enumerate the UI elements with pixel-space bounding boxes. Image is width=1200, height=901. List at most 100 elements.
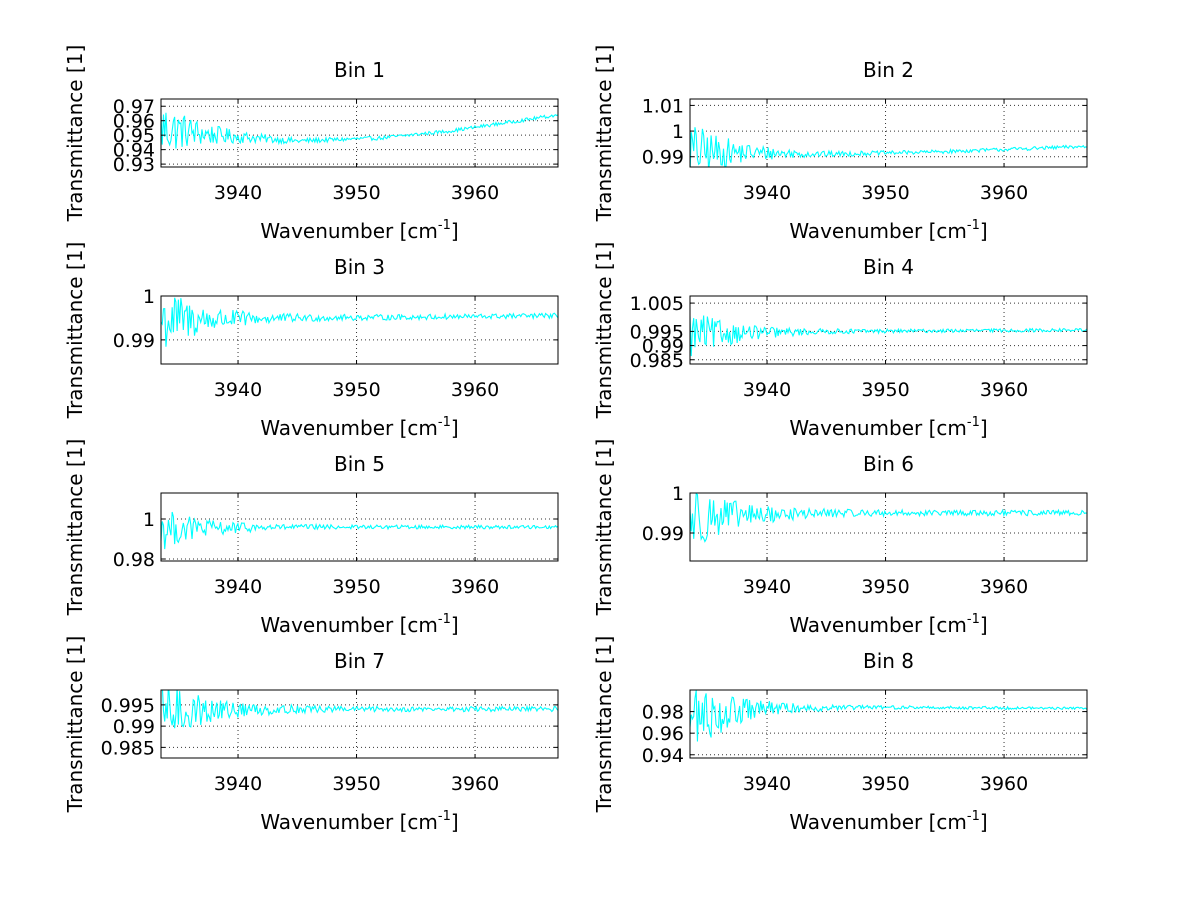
x-tick-label: 3950 — [861, 182, 909, 204]
y-tick-label: 0.96 — [642, 723, 684, 745]
axes-box — [689, 492, 1088, 562]
y-axis-label: Transmittance [1] — [592, 45, 616, 223]
y-tick-label: 0.94 — [642, 745, 684, 767]
x-tick-label: 3940 — [214, 576, 262, 598]
axes-box — [160, 98, 559, 168]
subplot-bin1: 3940 3950 3960 0.930.940.950.960.97 Bin 1 Wav… — [63, 45, 559, 243]
y-tick-label: 0.995 — [101, 695, 155, 717]
subplot-title: Bin 8 — [863, 649, 914, 673]
x-axis-label-main: Wavenumber [cm — [789, 416, 967, 440]
x-axis-label: Wavenumber [cm-1] — [789, 809, 987, 834]
y-tick-label: 1 — [143, 509, 155, 531]
subplot-bin8: 3940 3950 3960 0.940.960.98 Bin 8 Wavenumber … — [592, 636, 1088, 834]
y-axis-label: Transmittance [1] — [592, 439, 616, 617]
x-tick-label: 3940 — [743, 773, 791, 795]
y-tick-label: 1.005 — [630, 293, 684, 315]
x-tick-label: 3940 — [214, 379, 262, 401]
y-tick-label: 1 — [672, 483, 684, 505]
subplot-title: Bin 6 — [863, 452, 914, 476]
x-tick-label: 3960 — [451, 773, 499, 795]
x-tick-label: 3940 — [214, 182, 262, 204]
x-axis-label-end: ] — [980, 810, 988, 834]
series-line-bin2 — [690, 127, 1087, 167]
x-axis-label-main: Wavenumber [cm — [260, 219, 438, 243]
x-axis-label: Wavenumber [cm-1] — [260, 218, 458, 243]
x-tick-label: 3960 — [451, 182, 499, 204]
x-axis-label: Wavenumber [cm-1] — [260, 612, 458, 637]
y-tick-label: 0.99 — [642, 336, 684, 358]
x-axis-label-end: ] — [451, 810, 459, 834]
x-axis-label-end: ] — [980, 613, 988, 637]
series-line-bin5 — [161, 511, 558, 550]
y-tick-label: 1 — [672, 121, 684, 143]
x-tick-label: 3950 — [861, 379, 909, 401]
x-axis-label-end: ] — [980, 219, 988, 243]
subplot-bin2: 3940 3950 3960 0.99 1 1.01 Bin 2 Wavenumber [cm… — [592, 45, 1088, 243]
x-tick-label: 3950 — [332, 773, 380, 795]
x-tick-label: 3940 — [743, 182, 791, 204]
x-axis-label-sup: -1 — [967, 415, 980, 430]
x-axis-label-end: ] — [451, 613, 459, 637]
y-tick-label: 1.01 — [642, 95, 684, 117]
y-tick-label: 0.93 — [113, 154, 155, 176]
x-axis-label-end: ] — [451, 219, 459, 243]
y-axis-label: Transmittance [1] — [592, 636, 616, 814]
x-tick-label: 3960 — [980, 773, 1028, 795]
x-tick-label: 3950 — [332, 379, 380, 401]
subplot-title: Bin 2 — [863, 58, 914, 82]
subplot-bin3: 3940 3950 3960 0.99 1 Bin 3 Wavenumber [cm-1] T… — [63, 242, 559, 440]
series-line-bin6 — [690, 493, 1087, 543]
subplot-title: Bin 5 — [334, 452, 385, 476]
x-tick-label: 3940 — [743, 576, 791, 598]
x-axis-label: Wavenumber [cm-1] — [789, 415, 987, 440]
x-tick-label: 3950 — [332, 182, 380, 204]
y-tick-label: 0.99 — [642, 523, 684, 545]
y-tick-label: 0.985 — [101, 737, 155, 759]
x-axis-label-main: Wavenumber [cm — [789, 219, 967, 243]
y-tick-label: 0.95 — [113, 125, 155, 147]
subplot-title: Bin 1 — [334, 58, 385, 82]
x-tick-label: 3960 — [451, 576, 499, 598]
series-line-bin4 — [690, 315, 1087, 357]
y-axis-label: Transmittance [1] — [63, 242, 87, 420]
x-axis-label-main: Wavenumber [cm — [260, 613, 438, 637]
axes-box — [160, 295, 559, 365]
x-axis-label-sup: -1 — [967, 809, 980, 824]
series-line-bin8 — [690, 690, 1087, 742]
y-tick-label: 0.98 — [113, 549, 155, 571]
x-axis-label: Wavenumber [cm-1] — [789, 218, 987, 243]
x-axis-label-sup: -1 — [438, 809, 451, 824]
y-tick-label: 1 — [143, 286, 155, 308]
y-tick-label: 0.99 — [113, 716, 155, 738]
x-tick-label: 3940 — [743, 379, 791, 401]
x-axis-label: Wavenumber [cm-1] — [260, 809, 458, 834]
axes-box — [689, 689, 1088, 759]
y-tick-label: 0.96 — [113, 111, 155, 133]
y-axis-label: Transmittance [1] — [63, 439, 87, 617]
x-axis-label-sup: -1 — [438, 218, 451, 233]
x-tick-label: 3950 — [332, 576, 380, 598]
y-tick-label: 0.94 — [113, 140, 155, 162]
x-axis-label: Wavenumber [cm-1] — [789, 612, 987, 637]
series-line-bin7 — [161, 690, 558, 729]
subplot-bin6: 3940 3950 3960 0.99 1 Bin 6 Wavenumber [cm-1] T… — [592, 439, 1088, 637]
x-axis-label-sup: -1 — [967, 218, 980, 233]
x-axis-label-sup: -1 — [438, 612, 451, 627]
axes-box — [689, 295, 1088, 365]
x-axis-label: Wavenumber [cm-1] — [260, 415, 458, 440]
subplot-title: Bin 3 — [334, 255, 385, 279]
y-tick-label: 0.985 — [630, 350, 684, 372]
y-tick-label: 0.98 — [642, 702, 684, 724]
x-axis-label-end: ] — [980, 416, 988, 440]
y-tick-label: 0.99 — [113, 330, 155, 352]
x-axis-label-main: Wavenumber [cm — [789, 810, 967, 834]
subplot-title: Bin 4 — [863, 255, 914, 279]
series-line-bin1 — [161, 112, 558, 149]
x-axis-label-main: Wavenumber [cm — [260, 810, 438, 834]
x-axis-label-sup: -1 — [438, 415, 451, 430]
y-axis-label: Transmittance [1] — [63, 636, 87, 814]
x-tick-label: 3960 — [451, 379, 499, 401]
